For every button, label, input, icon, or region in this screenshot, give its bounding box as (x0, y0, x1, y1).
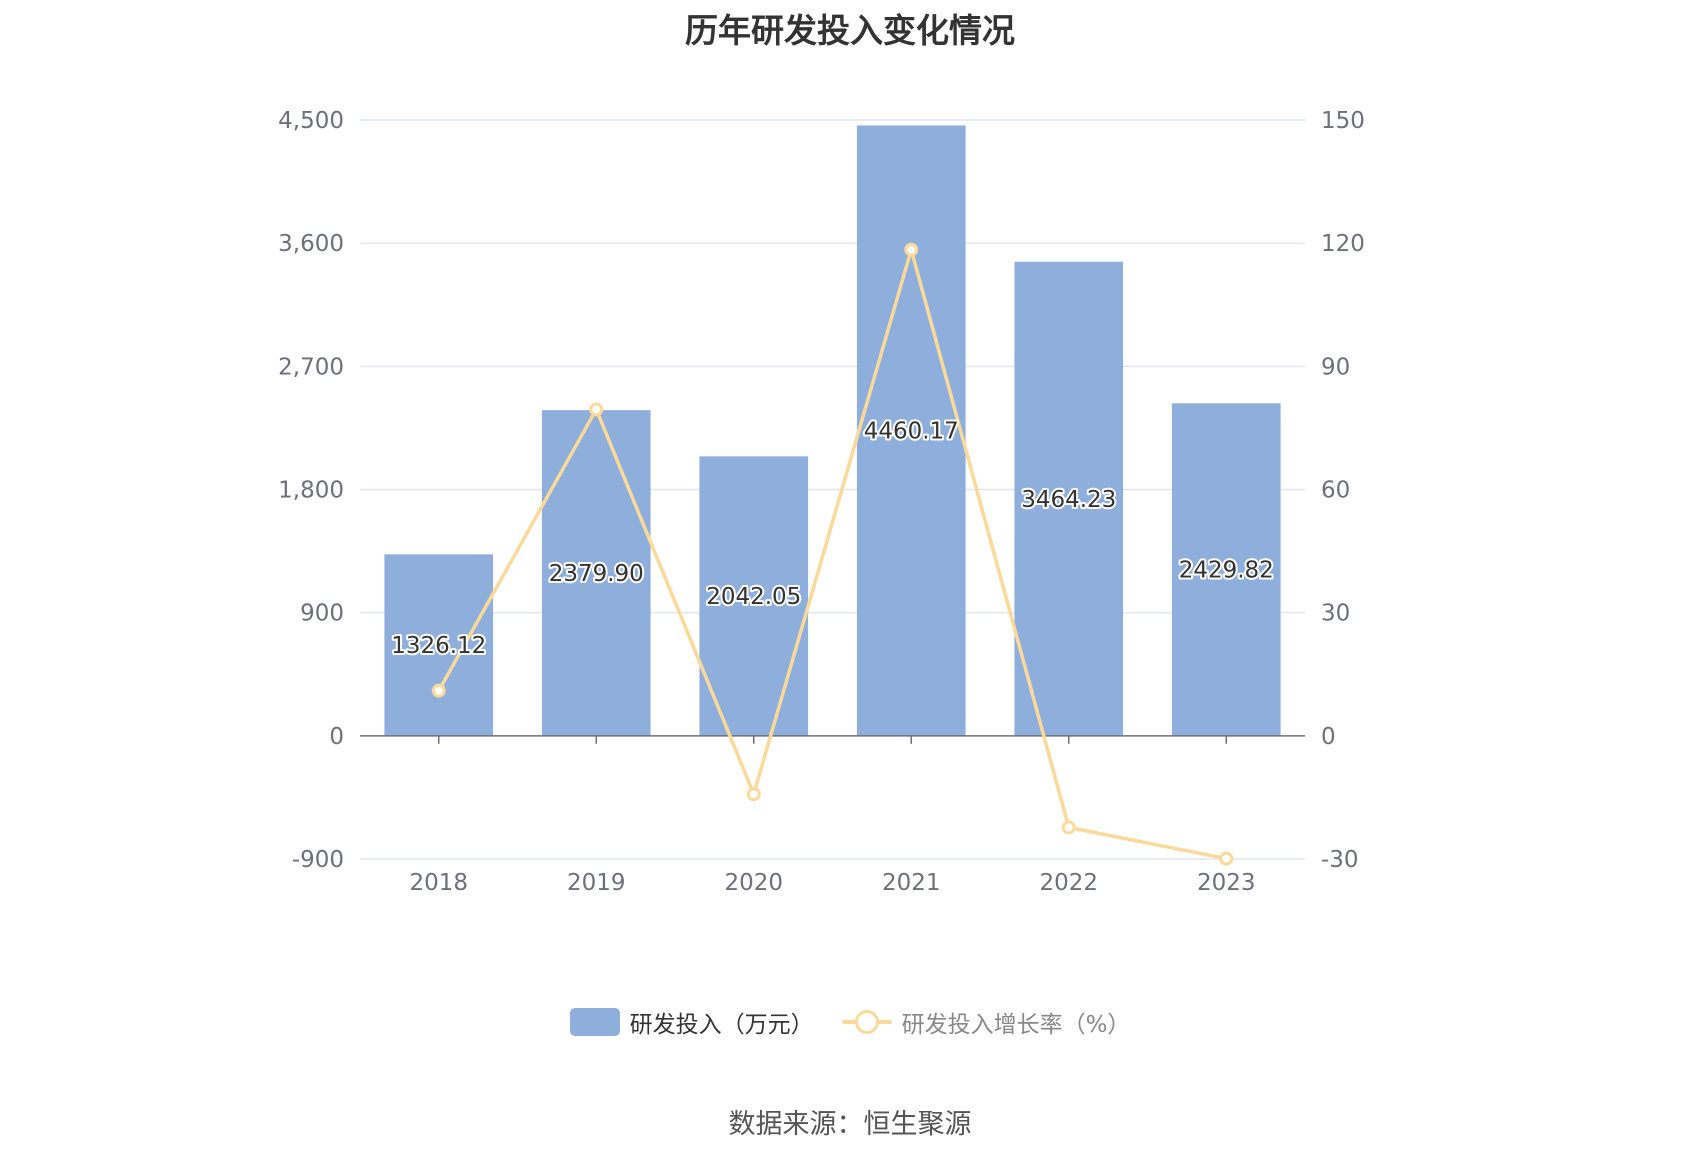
right-tick-label: -30 (1321, 847, 1359, 873)
bar-series (384, 125, 1281, 736)
x-tick-label: 2023 (1197, 870, 1256, 896)
bar-value-label: 1326.12 (391, 633, 486, 659)
chart-title: 历年研发投入变化情况 (685, 11, 1015, 50)
right-tick-label: 0 (1321, 724, 1336, 750)
right-tick-label: 150 (1321, 108, 1365, 134)
right-tick-label: 60 (1321, 478, 1350, 504)
legend: 研发投入（万元） 研发投入增长率（%） (0, 1005, 1700, 1039)
left-tick-label: -900 (292, 847, 344, 873)
growth-point-2021[interactable] (904, 242, 919, 257)
left-tick-label: 2,700 (278, 354, 344, 380)
bar-2023[interactable] (1171, 403, 1281, 736)
bar-2022[interactable] (1014, 261, 1124, 736)
right-tick-label: 90 (1321, 354, 1350, 380)
bar-2019[interactable] (541, 410, 651, 736)
right-axis-ticks: 150 120 90 60 30 0 -30 (1321, 108, 1365, 873)
left-tick-label: 4,500 (278, 108, 344, 134)
left-tick-label: 3,600 (278, 231, 344, 257)
growth-point-2020[interactable] (746, 787, 761, 802)
legend-line-label: 研发投入增长率（%） (901, 1012, 1131, 1038)
left-tick-label: 1,800 (278, 478, 344, 504)
x-axis: 2018 2019 2020 2021 2022 2023 (360, 735, 1305, 896)
legend-bar-label: 研发投入（万元） (629, 1012, 814, 1038)
growth-point-2019[interactable] (589, 402, 604, 417)
left-tick-label: 900 (300, 601, 344, 627)
right-tick-label: 30 (1321, 601, 1350, 627)
growth-point-2018[interactable] (431, 683, 446, 698)
growth-rate-line (437, 247, 1227, 861)
x-tick-label: 2018 (409, 870, 468, 896)
x-tick-label: 2019 (567, 870, 626, 896)
data-source: 数据来源：恒生聚源 (728, 1109, 972, 1140)
left-axis-ticks: 4,500 3,600 2,700 1,800 900 0 -900 (278, 108, 344, 873)
growth-point-2022[interactable] (1061, 820, 1076, 835)
left-tick-label: 0 (329, 724, 344, 750)
bar-2018[interactable] (384, 554, 494, 736)
bar-2020[interactable] (699, 456, 809, 736)
bar-value-label: 2379.90 (549, 561, 644, 587)
legend-item-line[interactable]: 研发投入增长率（%） (841, 1005, 1131, 1039)
bar-value-label: 4460.17 (864, 419, 959, 445)
line-series (431, 242, 1234, 866)
right-tick-label: 120 (1321, 231, 1365, 257)
legend-bar-swatch (569, 1008, 620, 1036)
bar-value-label: 2042.05 (706, 584, 801, 610)
bar-2021[interactable] (856, 125, 966, 736)
legend-item-bar[interactable]: 研发投入（万元） (569, 1005, 814, 1039)
grid-lines (360, 119, 1305, 860)
legend-line-swatch (841, 1008, 892, 1036)
bar-data-labels: 1326.12 2379.90 2042.05 4460.17 3464.23 2429.… (389, 417, 1276, 661)
x-tick-label: 2021 (882, 870, 941, 896)
x-tick-label: 2020 (724, 870, 783, 896)
bar-value-label: 3464.23 (1021, 487, 1116, 513)
bar-value-label: 2429.82 (1179, 558, 1274, 584)
x-tick-label: 2022 (1039, 870, 1098, 896)
growth-point-2023[interactable] (1219, 851, 1234, 866)
